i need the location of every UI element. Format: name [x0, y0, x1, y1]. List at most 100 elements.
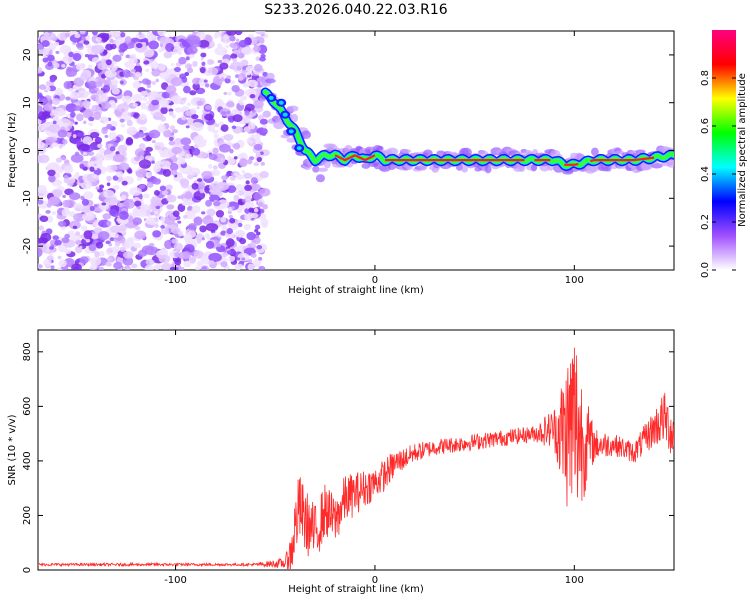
noise-blob — [196, 178, 203, 183]
ridge-core-segment — [334, 154, 376, 162]
colorbar-label: Normalized spectral amplitude — [737, 73, 748, 227]
noise-blob — [73, 213, 85, 222]
noise-blob — [38, 184, 47, 194]
noise-blob — [161, 190, 169, 196]
noise-blob — [48, 85, 57, 92]
bottom-y-tick-label: 400 — [22, 451, 33, 470]
noise-blob — [225, 44, 229, 49]
noise-blob — [216, 199, 230, 209]
noise-blob — [233, 156, 238, 160]
noise-blob — [113, 261, 123, 270]
noise-blob — [199, 225, 207, 233]
noise-blob — [61, 209, 69, 217]
noise-blob — [91, 44, 105, 54]
noise-blob — [38, 199, 44, 205]
noise-blob — [196, 260, 204, 267]
ridge-halo-blob — [317, 167, 328, 172]
snr-frame — [37, 329, 675, 571]
noise-blob — [64, 249, 72, 254]
noise-blob — [254, 224, 261, 230]
noise-blob — [237, 52, 245, 59]
noise-blob — [193, 250, 204, 259]
noise-blob — [135, 42, 143, 49]
noise-blob — [180, 179, 190, 189]
noise-blob — [237, 99, 243, 104]
noise-blob — [258, 265, 266, 270]
noise-blob — [115, 170, 124, 178]
chart-title: S233.2026.040.22.03.R16 — [264, 2, 447, 18]
noise-blob — [244, 184, 253, 192]
noise-blob — [138, 143, 146, 150]
ridge-halo-blob — [315, 174, 325, 183]
noise-blob — [159, 72, 170, 80]
noise-blob — [171, 95, 182, 104]
noise-blob — [97, 61, 108, 71]
noise-blob — [142, 96, 148, 102]
noise-blob — [38, 111, 48, 121]
noise-blob — [124, 36, 132, 44]
ridge-halo-blob — [386, 147, 399, 156]
noise-blob — [236, 231, 244, 237]
noise-blob — [68, 220, 81, 230]
noise-blob — [169, 162, 179, 172]
noise-blob — [83, 191, 94, 200]
noise-blob — [129, 53, 137, 60]
noise-blob — [218, 143, 231, 153]
noise-blob — [64, 32, 70, 38]
bottom-y-tick-label: 200 — [22, 506, 33, 525]
noise-blob — [142, 193, 150, 199]
noise-blob — [253, 162, 260, 167]
noise-blob — [204, 83, 210, 88]
noise-blob — [177, 203, 186, 213]
noise-blob — [168, 140, 176, 146]
noise-blob — [118, 162, 130, 171]
noise-blob — [160, 216, 166, 223]
noise-blob — [135, 32, 146, 40]
noise-blob — [143, 48, 155, 58]
noise-blob — [253, 143, 263, 151]
ridge-halo-blob — [461, 166, 469, 173]
noise-blob — [151, 80, 156, 86]
noise-blob — [69, 111, 76, 118]
noise-blob — [208, 59, 215, 65]
noise-blob — [250, 242, 257, 247]
noise-blob — [68, 57, 73, 62]
noise-blob — [217, 59, 223, 64]
noise-blob — [210, 232, 217, 237]
noise-blob — [109, 208, 117, 216]
ridge-halo-blob — [379, 164, 391, 172]
noise-blob — [96, 89, 104, 96]
noise-blob — [177, 195, 183, 200]
noise-blob — [192, 147, 201, 156]
noise-blob — [63, 55, 73, 65]
noise-blob — [216, 243, 221, 248]
noise-blob — [46, 162, 61, 172]
noise-blob — [106, 257, 113, 262]
noise-blob — [196, 238, 202, 244]
noise-blob — [124, 265, 131, 270]
noise-blob — [41, 40, 50, 48]
noise-blob — [91, 106, 97, 111]
noise-blob — [145, 146, 153, 152]
top-x-ticks: -100 0 100 — [164, 31, 584, 286]
top-y-tick-label: 10 — [22, 96, 33, 109]
noise-blob — [181, 76, 188, 83]
top-x-tick-label: 0 — [372, 275, 378, 286]
noise-blob — [65, 103, 77, 113]
noise-blob — [223, 133, 234, 141]
noise-blob — [170, 238, 179, 244]
noise-blob — [58, 144, 63, 149]
noise-blob — [200, 52, 207, 58]
noise-blob — [254, 228, 259, 233]
noise-blob — [79, 180, 84, 184]
noise-blob — [229, 217, 236, 224]
noise-blob — [237, 190, 245, 196]
noise-blob — [192, 60, 198, 67]
noise-blob — [157, 63, 166, 71]
noise-blob — [204, 233, 211, 238]
noise-blob — [89, 267, 95, 270]
noise-blob — [157, 31, 167, 37]
noise-blob — [256, 156, 263, 163]
noise-blob — [129, 187, 142, 196]
